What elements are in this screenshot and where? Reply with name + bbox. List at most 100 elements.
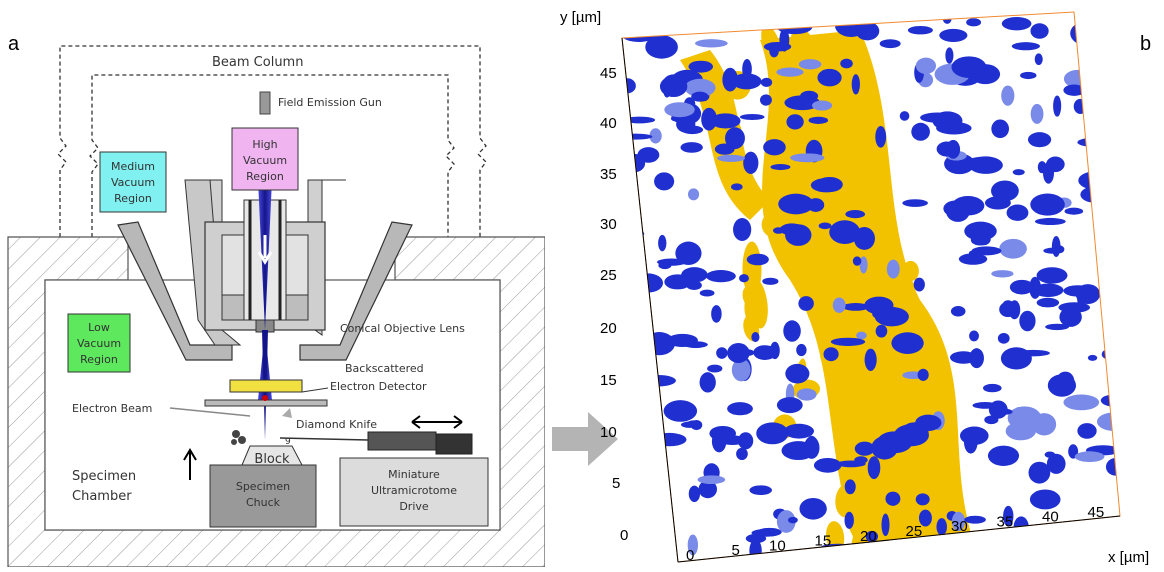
blue-phase-blob [991, 270, 1014, 278]
blue-phase-blob [676, 115, 696, 133]
blue-phase-blob [994, 535, 1021, 550]
high-vacuum-label-2: Vacuum [243, 154, 287, 167]
blue-phase-blob [716, 347, 728, 359]
blue-phase-blob [1001, 16, 1032, 31]
blue-phase-blob [1051, 236, 1061, 257]
blue-phase-blob [623, 506, 659, 515]
blue-phase-blob [663, 400, 698, 422]
beam-spot-icon [262, 395, 268, 401]
blue-phase-blob [854, 441, 875, 456]
y-axis [621, 37, 679, 563]
blue-phase-blob [658, 261, 672, 270]
blue-phase-blob [966, 18, 982, 27]
blue-phase-blob [788, 516, 798, 524]
x-tick-label: 40 [1042, 509, 1059, 526]
blue-phase-blob [667, 20, 698, 27]
low-vacuum-label-3: Region [80, 353, 118, 366]
blue-phase-blob [1093, 12, 1113, 28]
backscattered-label-1: Backscattered [345, 362, 424, 375]
blue-phase-blob [763, 41, 792, 52]
blue-phase-blob [790, 153, 825, 163]
blue-phase-blob [770, 163, 791, 171]
blue-phase-blob [1027, 132, 1052, 148]
blue-phase-blob [635, 426, 652, 433]
blue-phase-blob [796, 343, 807, 357]
blue-phase-blob [714, 143, 735, 155]
x-axis [677, 515, 1121, 563]
panel-a-letter: a [8, 33, 20, 55]
blue-phase-blob [1114, 17, 1120, 28]
specimen-chuck [209, 464, 317, 528]
blue-phase-blob [983, 383, 1002, 393]
blue-phase-blob [1109, 128, 1120, 142]
blue-phase-blob [1096, 412, 1120, 431]
blue-phase-blob [971, 246, 1002, 256]
blue-phase-blob [840, 58, 853, 69]
blue-phase-blob [711, 305, 722, 323]
blue-phase-blob [1001, 85, 1015, 106]
blue-phase-blob [622, 229, 645, 238]
blue-phase-blob [875, 125, 887, 148]
blue-phase-blob [1074, 451, 1105, 463]
drive-label-3: Drive [399, 500, 429, 513]
blue-phase-blob [1047, 374, 1077, 397]
blue-phase-blob [688, 60, 713, 73]
yellow-phase-blob [902, 260, 919, 282]
blue-phase-blob [625, 546, 634, 562]
blue-phase-blob [976, 541, 999, 549]
diamond-knife-holder [367, 431, 437, 451]
blue-phase-blob [783, 423, 814, 439]
blue-phase-blob [864, 348, 877, 371]
blue-phase-blob [920, 112, 956, 123]
sem-schematic-figure: a Beam Column Field Emission Gun Hi [7, 33, 546, 568]
yellow-phase-blob [877, 235, 893, 256]
blue-phase-blob [907, 25, 933, 35]
blue-phase-blob [762, 277, 779, 285]
blue-phase-blob [1030, 103, 1044, 124]
electron-beam-label: Electron Beam [72, 402, 152, 415]
blue-phase-blob [645, 35, 678, 59]
blue-phase-blob [736, 447, 748, 461]
blue-phase-blob [776, 67, 804, 77]
blue-phase-blob [799, 497, 827, 520]
blue-phase-blob [707, 364, 723, 373]
blue-phase-blob [760, 77, 773, 87]
ultramicrotome-arm [435, 433, 473, 455]
blue-phase-blob [871, 436, 898, 460]
debris-icon [231, 430, 246, 445]
blue-phase-blob [745, 533, 767, 544]
blue-phase-blob [749, 485, 773, 496]
block-label: Block [254, 452, 290, 467]
blue-phase-blob [829, 220, 861, 245]
blue-phase-blob [756, 422, 789, 445]
blue-phase-blob [867, 456, 881, 480]
blue-phase-blob [1029, 276, 1041, 299]
blue-phase-blob [746, 253, 769, 266]
yellow-phase-band [760, 30, 980, 560]
blue-phase-blob [686, 420, 700, 428]
blue-phase-blob [675, 241, 702, 265]
blue-phase-blob [1030, 193, 1065, 216]
blue-phase-blob [845, 210, 866, 219]
panel-b-letter: b [1140, 33, 1151, 55]
blue-phase-blob [632, 427, 655, 439]
blue-phase-blob [778, 193, 814, 215]
blue-phase-blob [1063, 84, 1085, 96]
medium-vacuum-label-1: Medium [111, 160, 155, 173]
diamond-knife-label: Diamond Knife [296, 418, 377, 431]
blue-phase-blob [743, 151, 759, 175]
blue-phase-blob [763, 139, 786, 156]
beam-column-label: Beam Column [212, 55, 303, 70]
backscattered-detector [229, 379, 303, 393]
blue-phase-blob [999, 301, 1017, 318]
blue-phase-blob [623, 382, 660, 394]
y-tick-label: 10 [600, 424, 617, 441]
blue-phase-blob [687, 188, 700, 201]
down-arrow-icon [257, 235, 273, 265]
reconstruction-panel: b y [µm] x [µm] 0 5 10 15 20 25 30 35 40 45 0 5 10 1… [560, 0, 1164, 567]
specimen-chuck-label-1: Specimen [236, 480, 290, 493]
blue-phase-blob [699, 289, 715, 297]
y-tick-label: 15 [600, 372, 617, 389]
blue-phase-blob [1077, 137, 1108, 147]
x-tick-label: 30 [951, 518, 968, 535]
